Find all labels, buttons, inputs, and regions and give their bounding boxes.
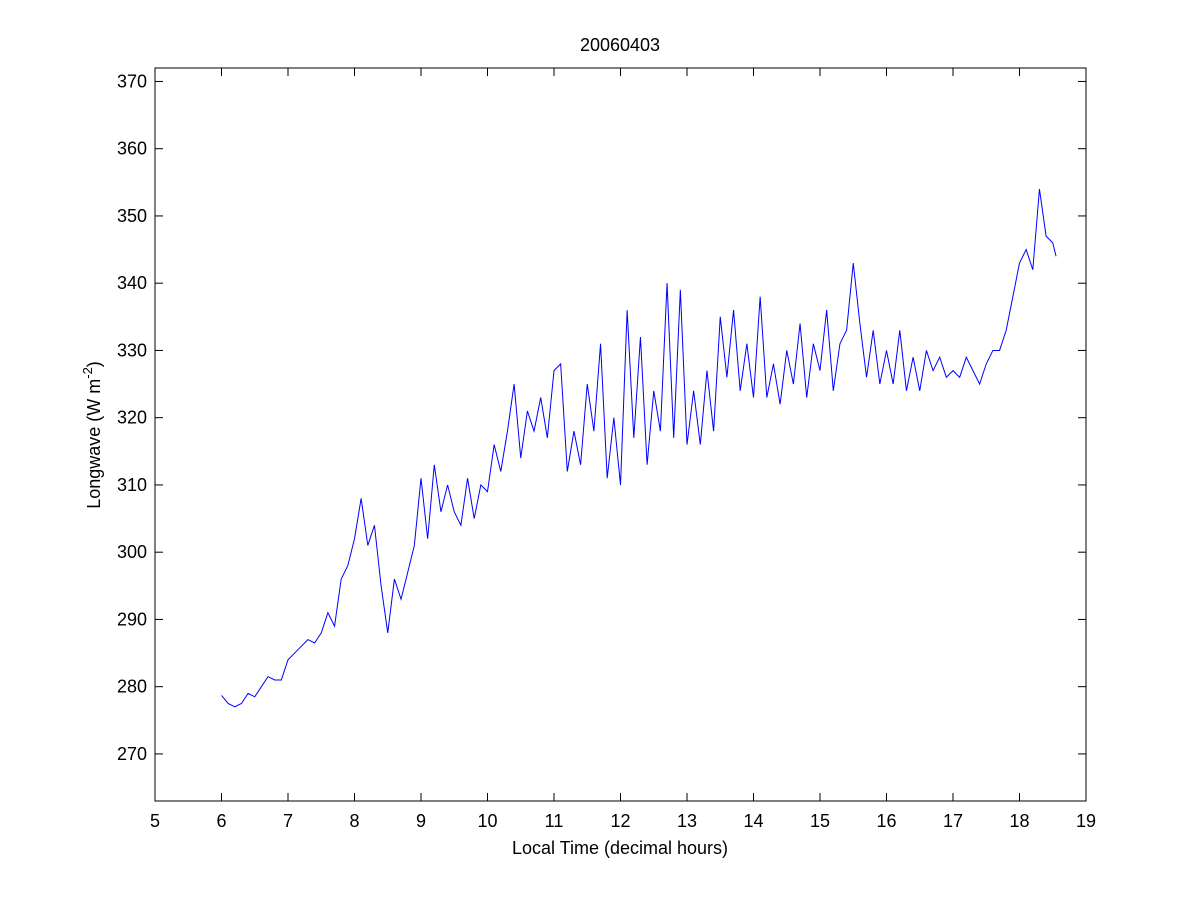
x-tick-label: 11 [545,811,564,831]
x-tick-label: 7 [283,811,293,831]
x-axis-label: Local Time (decimal hours) [512,838,728,858]
x-tick-label: 5 [150,811,160,831]
x-tick-label: 13 [677,811,697,831]
x-tick-label: 6 [216,811,226,831]
y-tick-label: 300 [117,542,147,562]
y-tick-label: 310 [117,475,147,495]
y-tick-label: 370 [117,71,147,91]
x-tick-label: 18 [1009,811,1029,831]
x-tick-label: 8 [349,811,359,831]
x-tick-label: 16 [876,811,896,831]
data-line [221,188,1057,708]
y-tick-label: 360 [117,139,147,159]
y-tick-label: 280 [117,677,147,697]
x-tick-label: 12 [610,811,630,831]
x-tick-label: 14 [743,811,763,831]
y-tick-label: 340 [117,273,147,293]
chart-title: 20060403 [580,35,660,55]
x-tick-label: 10 [477,811,497,831]
y-tick-label: 320 [117,408,147,428]
x-tick-label: 19 [1076,811,1096,831]
x-tick-label: 15 [810,811,830,831]
x-tick-label: 9 [416,811,426,831]
y-tick-label: 330 [117,340,147,360]
x-tick-label: 17 [943,811,963,831]
y-tick-label: 290 [117,609,147,629]
y-axis-label: Longwave (W m-2) [80,361,104,509]
y-label-end: ) [84,361,104,367]
y-label-main: Longwave (W m [84,379,104,509]
y-label-sup: -2 [80,367,95,379]
y-tick-label: 350 [117,206,147,226]
y-tick-label: 270 [117,744,147,764]
plot-area [154,67,1087,802]
